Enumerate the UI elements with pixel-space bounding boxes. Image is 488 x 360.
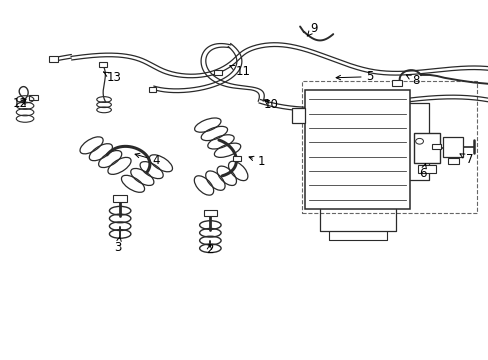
Text: 1: 1	[248, 155, 265, 168]
Bar	[305, 90, 409, 209]
Bar	[413, 134, 439, 163]
Bar	[99, 62, 107, 67]
Text: 2: 2	[205, 243, 213, 256]
Bar	[391, 81, 401, 86]
Text: 5: 5	[335, 70, 373, 83]
Text: 6: 6	[418, 164, 426, 180]
Bar	[149, 87, 156, 91]
Bar	[443, 137, 462, 157]
Bar	[447, 145, 455, 150]
Text: 11: 11	[229, 65, 250, 78]
Text: 12: 12	[13, 98, 28, 111]
Text: 13: 13	[103, 71, 121, 84]
Bar	[29, 95, 38, 100]
Text: 7: 7	[459, 153, 472, 166]
Bar	[447, 158, 458, 164]
Bar	[302, 81, 476, 213]
Bar	[232, 156, 240, 161]
Bar	[203, 210, 217, 216]
Text: 8: 8	[406, 74, 419, 87]
Bar	[113, 195, 127, 202]
Bar	[49, 56, 58, 62]
Text: 4: 4	[135, 153, 159, 167]
Text: 3: 3	[114, 237, 121, 254]
Text: 9: 9	[306, 22, 317, 36]
Circle shape	[415, 138, 423, 144]
Bar	[213, 70, 221, 75]
Bar	[417, 165, 435, 173]
Text: 10: 10	[264, 98, 278, 111]
Bar	[431, 144, 440, 149]
Bar	[291, 108, 305, 123]
